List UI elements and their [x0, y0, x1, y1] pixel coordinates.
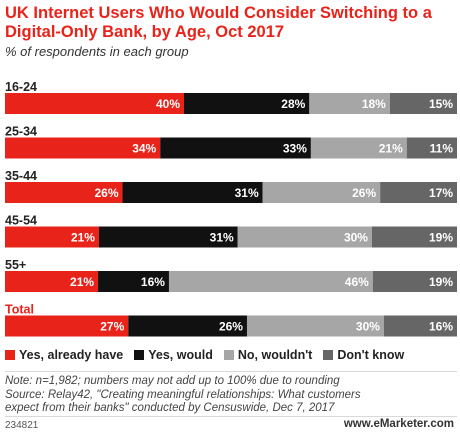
bar-segment: [372, 271, 457, 292]
data-label: 33%: [283, 142, 307, 156]
data-label: 11%: [430, 142, 454, 156]
data-label: 19%: [429, 231, 453, 245]
data-label: 26%: [94, 186, 118, 200]
chart-notes: Note: n=1,982; numbers may not add up to…: [5, 375, 457, 416]
data-label: 17%: [429, 186, 453, 200]
category-label: 35-44: [5, 169, 37, 183]
bar-segment: [309, 93, 390, 114]
legend-label-no-wouldnt: No, wouldn't: [237, 348, 313, 362]
data-label: 19%: [429, 275, 453, 289]
data-label: 15%: [429, 97, 453, 111]
bar-segment: [160, 137, 311, 159]
bar-segment: [168, 271, 373, 292]
bar-segment: [5, 137, 161, 159]
legend-swatch-dont-know: [323, 350, 334, 360]
legend-item-yes-already-have: Yes, already have: [5, 348, 123, 362]
bar-segment: [406, 137, 457, 159]
data-label: 31%: [235, 186, 259, 200]
legend-swatch-no-wouldnt: [223, 350, 234, 360]
bar-segment: [122, 182, 263, 203]
brand-link[interactable]: www.eMarketer.com: [343, 418, 454, 430]
legend-label-dont-know: Don't know: [337, 348, 405, 362]
category-label: 25-34: [5, 125, 37, 139]
data-label: 27%: [100, 320, 124, 334]
data-label: 46%: [345, 275, 369, 289]
chart-legend: Yes, already have Yes, would No, wouldn'…: [5, 348, 415, 362]
data-label: 30%: [356, 320, 380, 334]
data-label: 16%: [429, 320, 453, 334]
bar-segment: [389, 93, 457, 114]
data-label: 16%: [141, 275, 165, 289]
bar-segment: [98, 271, 169, 292]
bar-segment: [246, 315, 384, 337]
bar-segment: [5, 271, 99, 292]
bar-segment: [310, 137, 407, 159]
legend-label-yes-would: Yes, would: [148, 348, 213, 362]
notes-divider: [5, 371, 457, 372]
data-label: 21%: [379, 142, 403, 156]
source-line-continued: expect from their banks" conducted by Ce…: [5, 402, 335, 414]
data-label: 26%: [219, 320, 243, 334]
data-label: 30%: [344, 231, 368, 245]
legend-swatch-yes-already-have: [5, 350, 15, 360]
source-line: Source: Relay42, "Creating meaningful re…: [5, 388, 361, 401]
bar-segment: [380, 182, 457, 203]
category-label: 45-54: [5, 214, 37, 228]
bar-segment: [237, 226, 372, 248]
data-label: 40%: [156, 97, 180, 111]
data-label: 21%: [71, 231, 95, 245]
data-label: 26%: [352, 186, 376, 200]
legend-swatch-yes-would: [134, 350, 145, 360]
legend-label-yes-already-have: Yes, already have: [19, 348, 124, 362]
bar-segment: [383, 315, 457, 337]
note-line: Note: n=1,982; numbers may not add up to…: [5, 375, 340, 387]
category-label: 16-24: [5, 80, 37, 94]
stacked-bar-chart: 16-24 40% 28% 18% 15% 25-34 34% 33% 21% 11% 35-44 2…: [5, 80, 457, 337]
bar-segment: [184, 93, 310, 114]
bar-segment: [262, 182, 381, 203]
data-label: 21%: [70, 275, 94, 289]
category-label: Total: [5, 303, 34, 317]
bar-segment: [128, 315, 247, 337]
chart-title: UK Internet Users Who Would Consider Swi…: [5, 4, 432, 41]
bar-segment: [5, 93, 185, 114]
bar-segment: [5, 182, 123, 203]
bar-segment: [5, 315, 129, 337]
category-label: 55+: [5, 258, 26, 272]
bar-segment: [5, 226, 99, 248]
legend-item-no-wouldnt: No, wouldn't: [223, 348, 313, 362]
data-label: 18%: [362, 97, 386, 111]
legend-item-yes-would: Yes, would: [134, 348, 213, 362]
chart-subtitle: % of respondents in each group: [5, 44, 189, 59]
bar-segment: [98, 226, 238, 248]
data-label: 28%: [281, 97, 305, 111]
data-label: 31%: [210, 231, 234, 245]
footer-divider: [5, 416, 457, 417]
bar-segment: [371, 226, 457, 248]
data-label: 34%: [132, 142, 156, 156]
chart-id: 234821: [5, 420, 39, 431]
legend-item-dont-know: Don't know: [323, 348, 404, 362]
